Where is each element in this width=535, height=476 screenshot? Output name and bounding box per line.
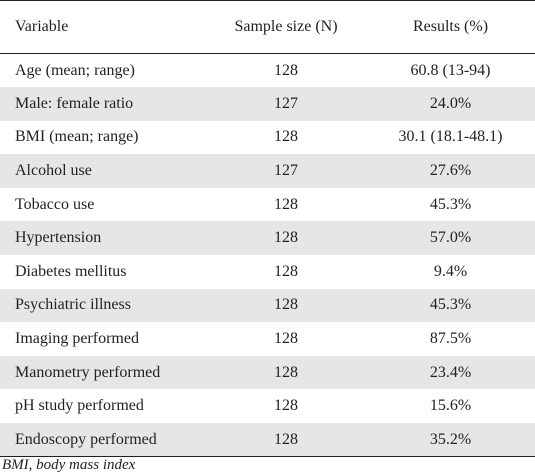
cell-sample-size: 128 [274, 229, 298, 247]
cell-result: 45.3% [429, 296, 472, 314]
cell-result: 27.6% [429, 162, 472, 180]
table-row: Psychiatric illness 128 45.3% [0, 288, 535, 323]
table-footnote: BMI, body mass index [2, 457, 136, 473]
table-row: BMI (mean; range) 128 30.1 (18.1-48.1) [0, 120, 535, 155]
cell-variable: BMI (mean; range) [15, 128, 139, 146]
cell-sample-size: 128 [274, 195, 298, 213]
header-sample-size: Sample size (N) [234, 18, 338, 35]
cell-result: 24.0% [429, 94, 472, 112]
cell-variable: Diabetes mellitus [15, 262, 127, 280]
table-row: Age (mean; range) 128 60.8 (13-94) [0, 53, 535, 88]
cell-sample-size: 128 [274, 363, 298, 381]
cell-variable: Tobacco use [15, 195, 95, 213]
cell-sample-size: 128 [274, 330, 298, 348]
cell-result: 87.5% [429, 330, 472, 348]
header-results: Results (%) [412, 18, 489, 35]
table-row: Hypertension 128 57.0% [0, 221, 535, 256]
cell-result: 45.3% [429, 195, 472, 213]
table-row: Endoscopy performed 128 35.2% [0, 423, 535, 457]
table-body: Age (mean; range) 128 60.8 (13-94) Male: fe… [0, 53, 535, 457]
cell-variable: Psychiatric illness [15, 296, 131, 314]
header-row: Variable Sample size (N) Results (%) [0, 0, 535, 54]
cell-sample-size: 128 [274, 262, 298, 280]
cell-result: 23.4% [429, 363, 472, 381]
table-row: Imaging performed 128 87.5% [0, 322, 535, 356]
cell-variable: Male: female ratio [15, 94, 134, 112]
cell-result: 15.6% [429, 397, 472, 415]
table-row: Male: female ratio 127 24.0% [0, 87, 535, 121]
patient-characteristics-table-container: Variable Sample size (N) Results (%) Age… [0, 0, 535, 457]
cell-sample-size: 128 [274, 296, 298, 314]
cell-variable: Age (mean; range) [15, 61, 135, 79]
cell-sample-size: 128 [274, 61, 298, 79]
cell-sample-size: 127 [274, 94, 298, 112]
header-variable: Variable [15, 18, 69, 35]
cell-sample-size: 128 [274, 397, 298, 415]
table-row: Diabetes mellitus 128 9.4% [0, 255, 535, 289]
cell-result: 35.2% [429, 430, 472, 448]
table-row: Tobacco use 128 45.3% [0, 187, 535, 222]
table-row: Alcohol use 127 27.6% [0, 154, 535, 188]
cell-sample-size: 127 [274, 162, 298, 180]
cell-variable: pH study performed [15, 397, 144, 415]
cell-sample-size: 128 [274, 430, 298, 448]
cell-result: 30.1 (18.1-48.1) [398, 128, 503, 146]
cell-variable: Endoscopy performed [15, 430, 157, 448]
cell-variable: Imaging performed [15, 330, 139, 348]
cell-result: 9.4% [433, 262, 468, 280]
cell-variable: Alcohol use [15, 162, 92, 180]
cell-result: 57.0% [429, 229, 472, 247]
cell-variable: Manometry performed [15, 363, 161, 381]
cell-sample-size: 128 [274, 128, 298, 146]
cell-variable: Hypertension [15, 229, 102, 247]
patient-characteristics-table: Variable Sample size (N) Results (%) Age… [0, 0, 535, 457]
cell-result: 60.8 (13-94) [410, 61, 491, 79]
table-row: Manometry performed 128 23.4% [0, 355, 535, 390]
table-row: pH study performed 128 15.6% [0, 389, 535, 424]
table-header: Variable Sample size (N) Results (%) [0, 0, 535, 54]
